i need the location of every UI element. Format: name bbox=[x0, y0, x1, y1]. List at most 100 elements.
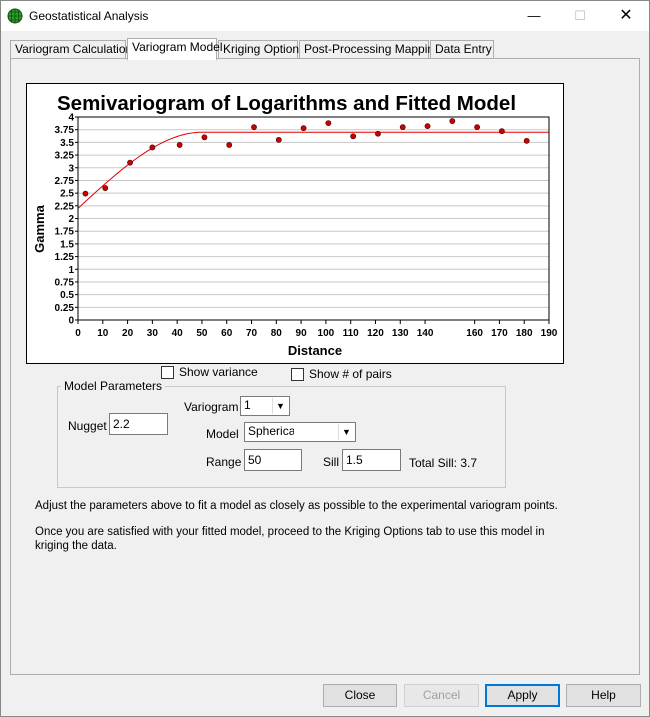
chart-grid bbox=[78, 116, 549, 321]
tab-kriging-options[interactable]: Kriging Options bbox=[218, 40, 305, 59]
show-variance-checkbox[interactable]: Show variance bbox=[161, 365, 258, 379]
y-tick-label: 0.75 bbox=[55, 277, 75, 288]
semivariogram-chart: Semivariogram of Logarithms and Fitted M… bbox=[26, 83, 564, 364]
y-tick-label: 2 bbox=[68, 214, 74, 225]
nugget-input[interactable]: 2.2 bbox=[109, 413, 168, 435]
checkbox-box[interactable] bbox=[161, 365, 174, 379]
tab-post-processing-mapping[interactable]: Post-Processing Mapping bbox=[299, 40, 441, 59]
x-axis-ticks: 0 10 20 30 40 50 60 70 80 90 100 110 120 130 140 160 170… bbox=[75, 320, 558, 339]
data-point bbox=[300, 125, 307, 132]
data-point bbox=[251, 124, 257, 131]
y-tick-label: 1.75 bbox=[55, 227, 75, 238]
cancel-button[interactable]: Cancel bbox=[404, 684, 479, 707]
model-parameters-legend: Model Parameters bbox=[61, 379, 166, 393]
variogram-select[interactable]: 1 ▼ bbox=[240, 396, 290, 416]
data-point bbox=[449, 118, 456, 124]
x-tick-label: 0 bbox=[75, 328, 81, 339]
data-point bbox=[399, 124, 406, 131]
x-tick-label: 70 bbox=[246, 328, 258, 339]
title-bar[interactable]: Geostatistical Analysis — ☐ ✕ bbox=[1, 1, 649, 31]
data-point bbox=[82, 190, 89, 197]
chart-title: Semivariogram of Logarithms and Fitted M… bbox=[57, 92, 516, 115]
checkbox-box[interactable] bbox=[291, 367, 304, 381]
model-parameters-group bbox=[57, 386, 506, 488]
x-tick-label: 140 bbox=[417, 328, 434, 339]
x-tick-label: 50 bbox=[196, 328, 208, 339]
tab-data-entry[interactable]: Data Entry bbox=[430, 40, 494, 59]
y-tick-label: 4 bbox=[68, 113, 74, 124]
show-pairs-checkbox[interactable]: Show # of pairs bbox=[291, 367, 392, 381]
experimental-points bbox=[82, 118, 530, 197]
data-point bbox=[523, 137, 530, 144]
x-tick-label: 160 bbox=[466, 328, 483, 339]
y-tick-label: 0.25 bbox=[55, 303, 75, 314]
chevron-down-icon[interactable]: ▼ bbox=[338, 424, 354, 440]
instruction-adjust: Adjust the parameters above to fit a mod… bbox=[35, 500, 558, 512]
instruction-proceed: Once you are satisfied with your fitted … bbox=[35, 526, 545, 552]
tab-variogram-model[interactable]: Variogram Model bbox=[127, 38, 222, 60]
y-tick-label: 3.25 bbox=[55, 151, 75, 162]
nugget-label: Nugget bbox=[68, 419, 107, 433]
x-tick-label: 130 bbox=[392, 328, 409, 339]
total-sill-readout: Total Sill: 3.7 bbox=[409, 456, 478, 470]
data-point bbox=[149, 144, 156, 151]
data-point bbox=[127, 159, 133, 166]
x-tick-label: 120 bbox=[367, 328, 384, 339]
y-tick-label: 2.75 bbox=[55, 176, 75, 187]
y-tick-label: 1 bbox=[68, 265, 74, 276]
sill-label: Sill bbox=[323, 455, 340, 469]
x-tick-label: 40 bbox=[172, 328, 184, 339]
data-point bbox=[424, 123, 431, 130]
y-axis-label: Gamma bbox=[32, 204, 47, 252]
data-point bbox=[325, 120, 332, 126]
data-point bbox=[176, 142, 183, 148]
data-point bbox=[375, 130, 381, 137]
data-point bbox=[102, 185, 109, 191]
plot-area-border bbox=[77, 116, 550, 321]
data-point bbox=[226, 142, 233, 148]
minimize-button[interactable]: — bbox=[527, 8, 541, 23]
fitted-model-curve bbox=[77, 131, 549, 209]
data-point bbox=[275, 136, 282, 143]
x-tick-label: 190 bbox=[541, 328, 558, 339]
maximize-button[interactable]: ☐ bbox=[574, 8, 586, 23]
y-tick-label: 1.5 bbox=[60, 239, 74, 250]
range-label: Range bbox=[206, 455, 242, 469]
x-tick-label: 90 bbox=[296, 328, 308, 339]
show-pairs-label: Show # of pairs bbox=[309, 367, 392, 381]
y-tick-label: 0.5 bbox=[60, 290, 74, 301]
close-button[interactable]: Close bbox=[323, 684, 397, 707]
tab-variogram-calculation[interactable]: Variogram Calculation bbox=[10, 40, 132, 59]
x-tick-label: 20 bbox=[122, 328, 134, 339]
variogram-model-panel: Semivariogram of Logarithms and Fitted M… bbox=[10, 58, 640, 675]
variogram-selected-value: 1 bbox=[244, 398, 251, 412]
y-tick-label: 2.5 bbox=[60, 189, 74, 200]
y-tick-label: 3.75 bbox=[55, 125, 75, 136]
data-point bbox=[498, 128, 505, 135]
x-tick-label: 180 bbox=[516, 328, 533, 339]
apply-button[interactable]: Apply bbox=[485, 684, 560, 707]
globe-grid-icon bbox=[7, 8, 23, 24]
sill-input[interactable]: 1.5 bbox=[342, 449, 401, 471]
x-tick-label: 10 bbox=[97, 328, 109, 339]
y-axis-ticks: 0 0.25 0.5 0.751 1.25 1.51.75 2 2.252.5 2.75 33.2… bbox=[55, 113, 78, 327]
x-tick-label: 80 bbox=[271, 328, 283, 339]
data-point bbox=[201, 134, 208, 141]
y-tick-label: 1.25 bbox=[55, 252, 75, 263]
window-title: Geostatistical Analysis bbox=[29, 9, 149, 23]
x-tick-label: 110 bbox=[343, 328, 360, 339]
x-tick-label: 170 bbox=[491, 328, 508, 339]
y-tick-label: 3.5 bbox=[60, 138, 74, 149]
close-window-button[interactable]: ✕ bbox=[619, 7, 633, 24]
x-axis-label: Distance bbox=[288, 343, 342, 358]
variogram-label: Variogram bbox=[184, 400, 239, 414]
help-button[interactable]: Help bbox=[566, 684, 641, 707]
y-tick-label: 2.25 bbox=[55, 201, 75, 212]
x-tick-label: 100 bbox=[318, 328, 335, 339]
range-input[interactable]: 50 bbox=[244, 449, 302, 471]
model-select[interactable]: Spherical ▼ bbox=[244, 422, 356, 442]
chevron-down-icon[interactable]: ▼ bbox=[272, 398, 288, 414]
y-tick-label: 0 bbox=[68, 316, 74, 327]
model-label: Model bbox=[206, 427, 239, 441]
data-point bbox=[350, 133, 357, 140]
